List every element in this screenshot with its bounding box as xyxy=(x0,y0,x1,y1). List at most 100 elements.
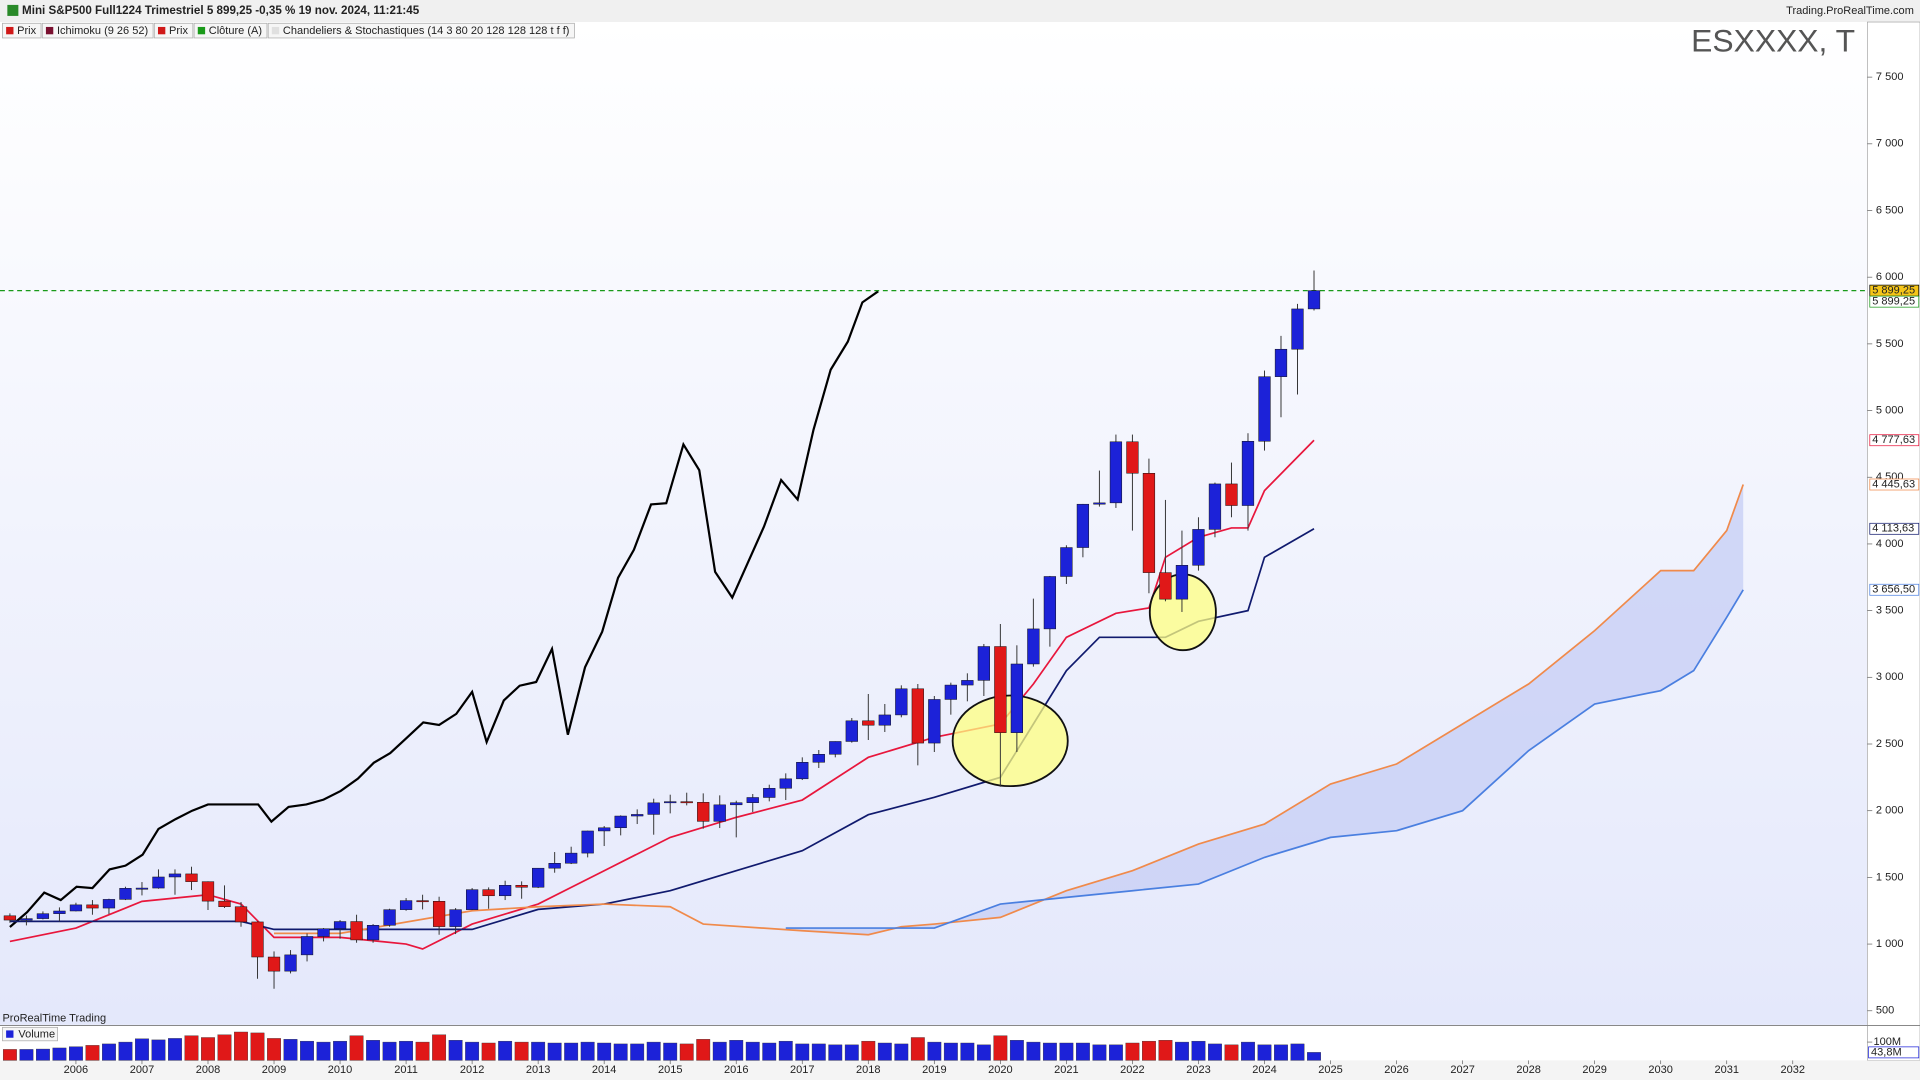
x-tick-label: 2008 xyxy=(196,1064,221,1076)
x-tick-label: 2030 xyxy=(1648,1064,1673,1076)
candle-body xyxy=(928,699,941,744)
volume-bar xyxy=(1307,1052,1321,1061)
x-tick-label: 2022 xyxy=(1120,1064,1145,1076)
time-axis xyxy=(0,1060,1920,1080)
candle-body xyxy=(300,936,314,956)
candle-body xyxy=(251,921,264,958)
volume-bar xyxy=(1191,1040,1206,1061)
candle-body xyxy=(399,900,413,910)
brand: ProRealTime Trading xyxy=(2,1013,106,1025)
x-tick-label: 2024 xyxy=(1252,1064,1277,1076)
line-series xyxy=(9,290,879,928)
candle-body xyxy=(1142,473,1156,573)
legend-swatch xyxy=(6,26,14,35)
volume-bar xyxy=(1175,1041,1189,1061)
volume-bar xyxy=(960,1042,975,1061)
x-tick-label: 2027 xyxy=(1450,1064,1475,1076)
candle-body xyxy=(499,885,512,897)
candle-body xyxy=(1291,308,1304,350)
y-tick-label: 3 000 xyxy=(1876,671,1904,683)
y-tick-label: 1 500 xyxy=(1876,871,1904,883)
legend-label: Prix xyxy=(17,25,36,37)
y-tick-label: 7 000 xyxy=(1876,138,1904,150)
x-tick-label: 2025 xyxy=(1318,1064,1343,1076)
candle-body xyxy=(1241,440,1255,506)
x-tick-label: 2010 xyxy=(328,1064,353,1076)
volume-bar xyxy=(580,1041,595,1061)
legend-chip xyxy=(267,22,575,39)
volume-bar xyxy=(52,1047,67,1061)
site-name: Trading.ProRealTime.com xyxy=(1786,5,1914,17)
volume-bar xyxy=(399,1040,414,1061)
candle-body xyxy=(1010,663,1023,733)
candle-body xyxy=(763,788,776,798)
x-tick-label: 2029 xyxy=(1582,1064,1607,1076)
cloud-layer xyxy=(785,484,1744,935)
legend-label: Ichimoku (9 26 52) xyxy=(57,25,148,37)
volume-bar xyxy=(976,1044,991,1061)
x-tick-label: 2013 xyxy=(526,1064,551,1076)
candle-body xyxy=(532,867,545,888)
candle-body xyxy=(234,906,248,923)
highlight-circle xyxy=(951,694,1069,788)
volume-bar xyxy=(844,1044,859,1061)
volume-bar xyxy=(613,1043,628,1061)
volume-legend-label: Volume xyxy=(18,1029,55,1041)
candle-body xyxy=(53,910,66,914)
volume-bar xyxy=(894,1043,909,1061)
candle-body xyxy=(119,888,132,900)
volume-bar xyxy=(382,1041,397,1061)
price-axis xyxy=(1867,21,1920,1061)
candle-body xyxy=(333,921,347,929)
candle-body xyxy=(284,954,297,972)
volume-bar xyxy=(993,1035,1008,1061)
candle-body xyxy=(548,863,561,869)
price-tag-label: 4 445,63 xyxy=(1872,478,1915,490)
candle-body xyxy=(185,873,198,882)
candle-body xyxy=(565,852,578,864)
price-tag-label: 4 113,63 xyxy=(1872,523,1914,535)
x-tick-label: 2007 xyxy=(130,1064,155,1076)
y-tick-label: 6 000 xyxy=(1876,271,1904,283)
volume-bar xyxy=(1042,1042,1057,1061)
candle-body xyxy=(779,778,792,789)
volume-last-tag xyxy=(1868,1046,1920,1059)
candle-body xyxy=(730,802,743,806)
volume-bar xyxy=(564,1042,579,1061)
volume-bar xyxy=(415,1041,430,1061)
candle-body xyxy=(135,887,149,890)
legend-label: Chandeliers & Stochastiques (14 3 80 20 … xyxy=(283,25,570,37)
candle-body xyxy=(383,909,396,926)
volume-bar xyxy=(1059,1042,1074,1061)
volume-bar xyxy=(85,1045,100,1061)
volume-bar xyxy=(811,1043,826,1061)
candle-body xyxy=(961,680,974,686)
candle-body xyxy=(598,827,611,832)
candle-body xyxy=(366,925,380,941)
volume-bar xyxy=(745,1041,760,1061)
price-panel xyxy=(0,22,1868,1025)
candle-body xyxy=(1027,628,1040,665)
x-tick-label: 2015 xyxy=(658,1064,683,1076)
volume-bar xyxy=(349,1035,364,1061)
legend-swatch xyxy=(157,26,166,35)
candle-body xyxy=(911,688,924,744)
volume-bar xyxy=(1009,1040,1024,1061)
x-tick-label: 2016 xyxy=(724,1064,749,1076)
volume-bar xyxy=(481,1042,496,1061)
volume-bar xyxy=(696,1039,711,1061)
candle-body xyxy=(977,646,990,681)
volume-bar xyxy=(877,1042,892,1061)
volume-bar xyxy=(366,1040,380,1061)
volume-bar xyxy=(135,1038,149,1061)
volume-bar xyxy=(283,1039,298,1061)
candle-body xyxy=(1208,483,1222,530)
x-tick-label: 2009 xyxy=(262,1064,287,1076)
candle-body xyxy=(350,921,363,941)
price-tag-label: 4 777,63 xyxy=(1872,434,1915,446)
candle-body xyxy=(3,915,17,921)
candle-body xyxy=(1192,529,1205,566)
volume-bar xyxy=(828,1044,843,1061)
